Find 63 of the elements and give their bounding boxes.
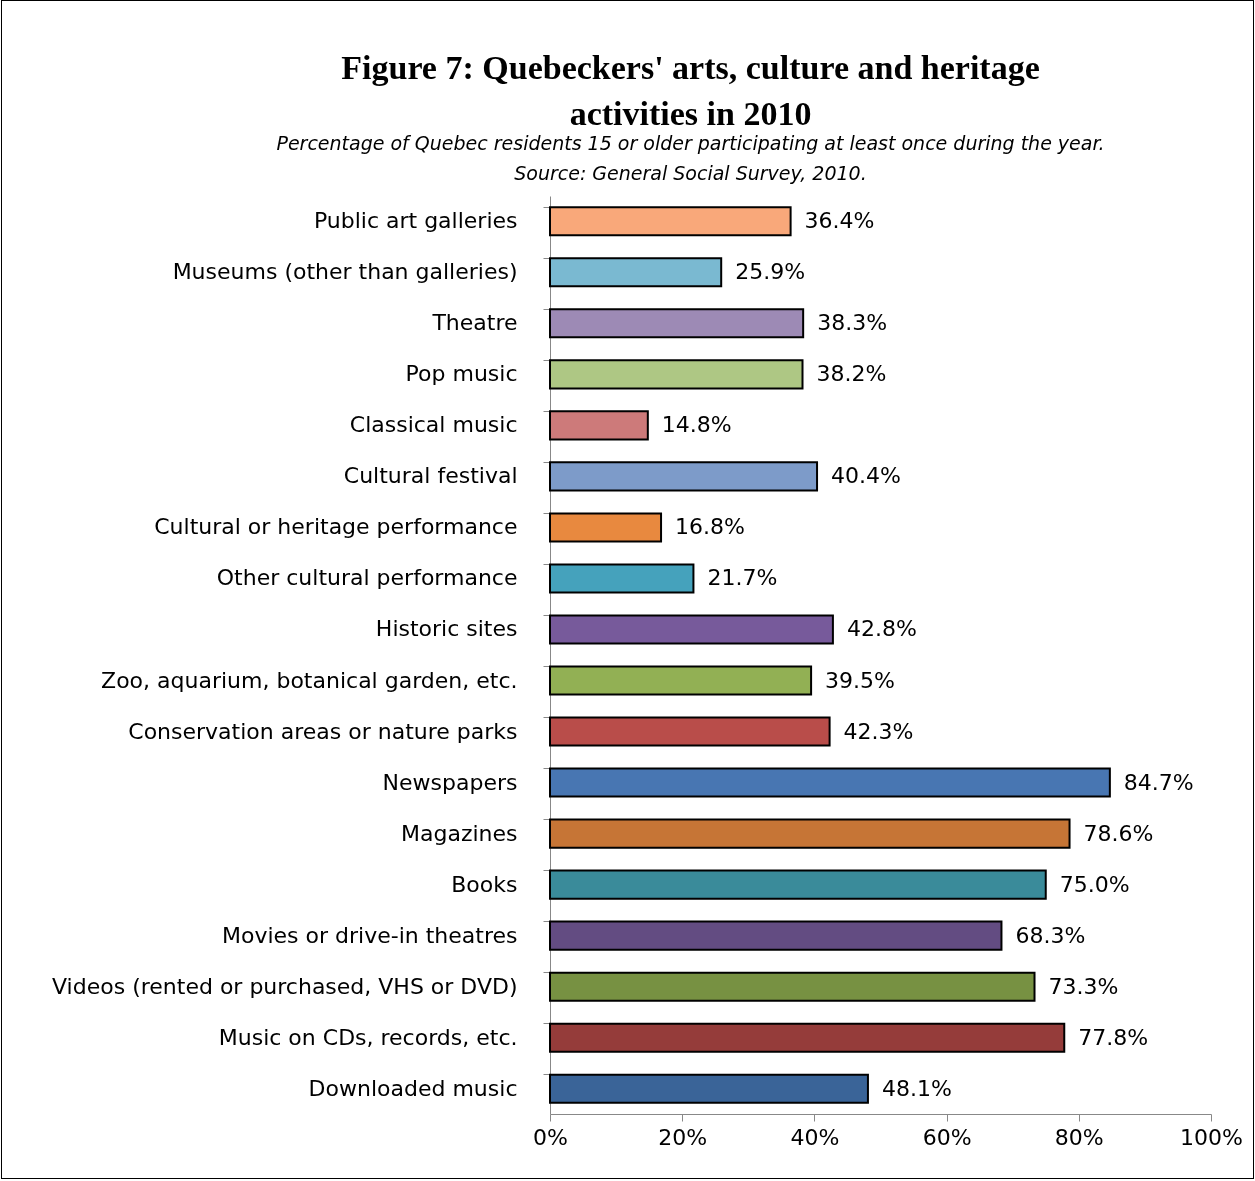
y-tick-label: Books <box>451 871 518 897</box>
bar <box>549 869 1047 900</box>
bar <box>549 512 663 543</box>
y-tick-label: Music on CDs, records, etc. <box>218 1024 518 1050</box>
data-label: 75.0% <box>1059 871 1130 897</box>
y-tick-label: Zoo, aquarium, botanical garden, etc. <box>101 667 518 693</box>
data-label: 73.3% <box>1048 973 1119 999</box>
y-tick-label: Historic sites <box>375 616 518 642</box>
x-tick-label: 60% <box>922 1124 972 1150</box>
y-tick-label: Cultural or heritage performance <box>154 514 518 540</box>
y-tick-label: Newspapers <box>382 769 518 795</box>
chart-subtitle: Percentage of Quebec residents 15 or older participating at least once during the year. <box>276 132 1105 154</box>
data-label: 21.7% <box>707 565 778 591</box>
data-label: 84.7% <box>1123 769 1194 795</box>
bar <box>549 206 792 237</box>
data-label: 36.4% <box>804 208 875 234</box>
y-tick-label: Videos (rented or purchased, VHS or DVD) <box>52 973 518 999</box>
source-note: Source: General Social Survey, 2010. <box>514 162 867 184</box>
y-tick-label: Conservation areas or nature parks <box>128 718 518 744</box>
bar <box>549 563 695 594</box>
bar <box>549 920 1003 951</box>
data-label: 68.3% <box>1015 922 1086 948</box>
y-tick-label: Classical music <box>349 412 518 438</box>
data-label: 42.3% <box>843 718 914 744</box>
y-tick-label: Magazines <box>400 820 518 846</box>
bar <box>549 1073 869 1104</box>
bar <box>549 665 813 696</box>
y-tick-label: Public art galleries <box>313 208 518 234</box>
x-tick-label: 80% <box>1054 1124 1104 1150</box>
bar <box>549 716 831 747</box>
y-tick-label: Movies or drive-in theatres <box>222 922 518 948</box>
data-label: 77.8% <box>1078 1024 1149 1050</box>
y-tick-label: Theatre <box>431 310 518 336</box>
bar <box>549 614 834 645</box>
data-label: 38.2% <box>816 361 887 387</box>
data-label: 78.6% <box>1083 820 1154 846</box>
chart-title: Figure 7: Quebeckers' arts, culture and heritage activities in 2010 <box>341 49 1040 132</box>
y-tick-label: Pop music <box>405 361 518 387</box>
y-tick-label: Museums (other than galleries) <box>172 259 518 285</box>
data-label: 25.9% <box>735 259 806 285</box>
bar <box>549 767 1111 798</box>
bar <box>549 818 1071 849</box>
bar <box>549 1022 1066 1053</box>
bar <box>549 461 819 492</box>
bar <box>549 971 1036 1002</box>
bar <box>549 308 805 339</box>
x-tick-label: 100% <box>1180 1124 1243 1150</box>
x-tick-label: 0% <box>533 1124 568 1150</box>
y-tick-label: Downloaded music <box>308 1075 518 1101</box>
bar <box>549 257 723 288</box>
x-tick-label: 40% <box>790 1124 840 1150</box>
data-label: 16.8% <box>675 514 745 540</box>
bar <box>549 359 804 390</box>
x-tick-label: 20% <box>658 1124 708 1150</box>
data-label: 14.8% <box>661 412 732 438</box>
y-tick-label: Other cultural performance <box>216 565 518 591</box>
y-tick-label: Cultural festival <box>343 463 518 489</box>
data-label: 39.5% <box>825 667 895 693</box>
bar <box>549 410 649 441</box>
data-label: 40.4% <box>831 463 901 489</box>
data-label: 38.3% <box>817 310 888 336</box>
data-label: 42.8% <box>846 616 917 642</box>
data-label: 48.1% <box>881 1075 952 1101</box>
